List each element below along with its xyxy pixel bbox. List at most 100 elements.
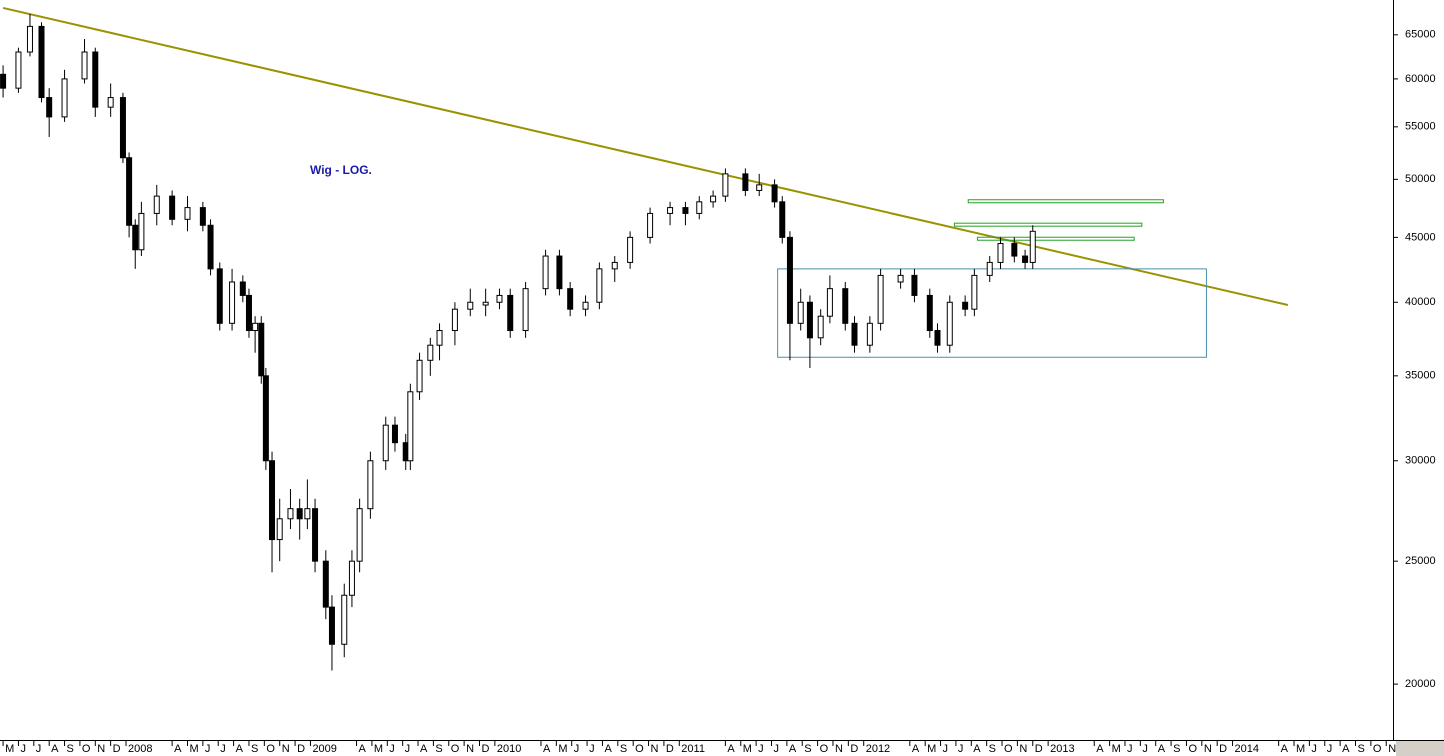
x-tick-label: J bbox=[20, 743, 26, 755]
candle-body bbox=[287, 508, 294, 520]
candle-body bbox=[467, 301, 474, 310]
candle-body bbox=[496, 294, 503, 303]
x-tick-label: A bbox=[1281, 743, 1289, 755]
y-tick-label: 40000 bbox=[1405, 296, 1436, 308]
candle-body bbox=[0, 73, 7, 89]
candle-body bbox=[252, 322, 259, 332]
x-tick-label: A bbox=[973, 743, 981, 755]
candle-body bbox=[427, 344, 434, 361]
x-tick-label: J bbox=[36, 743, 42, 755]
x-tick-label: A bbox=[51, 743, 59, 755]
x-tick-label: N bbox=[282, 743, 290, 755]
x-tick-label: A bbox=[543, 743, 551, 755]
candle-body bbox=[997, 243, 1004, 263]
x-tick-label: 2009 bbox=[312, 743, 336, 755]
candle-body bbox=[436, 330, 443, 346]
candle-body bbox=[239, 281, 246, 296]
candle-body bbox=[207, 224, 214, 270]
x-tick-label: J bbox=[758, 743, 764, 755]
x-tick-label: J bbox=[1142, 743, 1148, 755]
candle-body bbox=[482, 301, 489, 306]
candle-body bbox=[258, 322, 265, 377]
candle-body bbox=[542, 255, 549, 290]
level-line bbox=[967, 199, 1164, 204]
candle-body bbox=[138, 212, 145, 251]
x-tick-label: J bbox=[574, 743, 580, 755]
x-tick-label: S bbox=[435, 743, 442, 755]
candle-body bbox=[61, 78, 68, 118]
x-tick-label: A bbox=[1158, 743, 1166, 755]
candle-body bbox=[911, 274, 918, 296]
x-tick-label: D bbox=[850, 743, 858, 755]
candle-body bbox=[826, 288, 833, 317]
x-tick-label: M bbox=[743, 743, 752, 755]
x-tick-label: S bbox=[1173, 743, 1180, 755]
candle-body bbox=[312, 508, 319, 562]
candle-body bbox=[779, 201, 786, 238]
candle-body bbox=[416, 359, 423, 393]
x-tick-label: J bbox=[1127, 743, 1133, 755]
candle-body bbox=[1011, 243, 1018, 257]
x-tick-label: A bbox=[174, 743, 182, 755]
candle-body bbox=[507, 294, 514, 332]
x-tick-label: S bbox=[251, 743, 258, 755]
candle-body bbox=[356, 508, 363, 562]
candle-body bbox=[296, 508, 303, 520]
x-tick-label: S bbox=[989, 743, 996, 755]
x-tick-label: M bbox=[558, 743, 567, 755]
x-tick-label: J bbox=[205, 743, 211, 755]
candle-body bbox=[184, 207, 191, 220]
candle-body bbox=[971, 274, 978, 310]
candle-body bbox=[15, 51, 22, 89]
trendline bbox=[2, 6, 1289, 306]
y-tick-label: 30000 bbox=[1405, 455, 1436, 467]
x-tick-label: N bbox=[97, 743, 105, 755]
x-tick-label: J bbox=[589, 743, 595, 755]
candle-body bbox=[962, 301, 969, 310]
candle-body bbox=[341, 594, 348, 645]
x-tick-label: A bbox=[1096, 743, 1104, 755]
x-tick-label: S bbox=[67, 743, 74, 755]
y-tick-label: 60000 bbox=[1405, 73, 1436, 85]
candle-body bbox=[722, 173, 729, 197]
candle-body bbox=[582, 301, 589, 310]
x-tick-label: A bbox=[359, 743, 367, 755]
candle-body bbox=[696, 201, 703, 214]
x-tick-label: J bbox=[405, 743, 411, 755]
x-tick-label: D bbox=[1035, 743, 1043, 755]
x-tick-label: M bbox=[1296, 743, 1305, 755]
x-tick-label: O bbox=[635, 743, 644, 755]
candle-body bbox=[26, 25, 33, 53]
candle-body bbox=[567, 288, 574, 310]
candle-body bbox=[153, 195, 160, 214]
candle-body bbox=[797, 301, 804, 324]
x-tick-label: S bbox=[620, 743, 627, 755]
candle-body bbox=[407, 391, 414, 462]
candle-body bbox=[742, 173, 749, 191]
x-tick-label: J bbox=[773, 743, 779, 755]
y-tick-label: 50000 bbox=[1405, 173, 1436, 185]
x-tick-label: O bbox=[266, 743, 275, 755]
x-tick-label: S bbox=[1358, 743, 1365, 755]
x-tick-label: O bbox=[82, 743, 91, 755]
candle-body bbox=[556, 255, 563, 290]
candle-body bbox=[771, 184, 778, 203]
candle-body bbox=[682, 207, 689, 214]
candle-body bbox=[38, 25, 45, 99]
y-tick-label: 25000 bbox=[1405, 555, 1436, 567]
candle-body bbox=[216, 268, 223, 324]
candle-body bbox=[817, 315, 824, 339]
candle-body bbox=[276, 518, 283, 541]
candle-body bbox=[304, 508, 311, 520]
corner bbox=[1396, 741, 1444, 756]
candle-body bbox=[806, 301, 813, 339]
candle-body bbox=[946, 301, 953, 346]
candle-body bbox=[842, 288, 849, 324]
x-tick-label: 2012 bbox=[866, 743, 890, 755]
candle-body bbox=[897, 274, 904, 283]
x-tick-label: O bbox=[1373, 743, 1382, 755]
candle-body bbox=[269, 460, 276, 541]
x-tick-label: N bbox=[651, 743, 659, 755]
